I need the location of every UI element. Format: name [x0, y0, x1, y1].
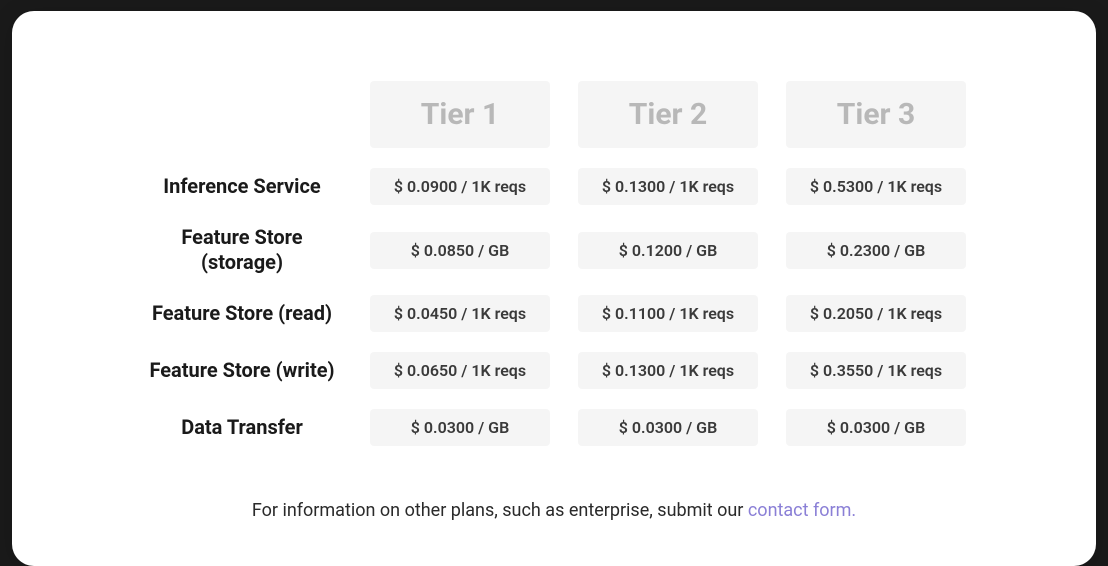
row-label-data-transfer: Data Transfer: [142, 415, 342, 440]
price-feature-write-tier1: $ 0.0650 / 1K reqs: [370, 352, 550, 389]
table-corner-empty: [142, 114, 342, 115]
price-feature-read-tier1: $ 0.0450 / 1K reqs: [370, 295, 550, 332]
row-label-feature-write: Feature Store (write): [142, 358, 342, 383]
pricing-table: Tier 1 Tier 2 Tier 3 Inference Service $…: [142, 81, 966, 446]
price-feature-storage-tier2: $ 0.1200 / GB: [578, 232, 758, 269]
tier-header-2: Tier 2: [578, 81, 758, 148]
price-data-transfer-tier3: $ 0.0300 / GB: [786, 409, 966, 446]
price-feature-storage-tier3: $ 0.2300 / GB: [786, 232, 966, 269]
tier-header-1: Tier 1: [370, 81, 550, 148]
price-feature-write-tier3: $ 0.3550 / 1K reqs: [786, 352, 966, 389]
row-label-feature-read: Feature Store (read): [142, 301, 342, 326]
footer-text: For information on other plans, such as …: [252, 500, 748, 521]
price-data-transfer-tier2: $ 0.0300 / GB: [578, 409, 758, 446]
price-feature-storage-tier1: $ 0.0850 / GB: [370, 232, 550, 269]
row-label-inference: Inference Service: [142, 174, 342, 199]
footer-note: For information on other plans, such as …: [252, 500, 856, 521]
row-label-feature-storage: Feature Store (storage): [142, 225, 342, 275]
price-inference-tier1: $ 0.0900 / 1K reqs: [370, 168, 550, 205]
price-inference-tier2: $ 0.1300 / 1K reqs: [578, 168, 758, 205]
price-feature-read-tier3: $ 0.2050 / 1K reqs: [786, 295, 966, 332]
price-data-transfer-tier1: $ 0.0300 / GB: [370, 409, 550, 446]
tier-header-3: Tier 3: [786, 81, 966, 148]
price-feature-read-tier2: $ 0.1100 / 1K reqs: [578, 295, 758, 332]
price-feature-write-tier2: $ 0.1300 / 1K reqs: [578, 352, 758, 389]
price-inference-tier3: $ 0.5300 / 1K reqs: [786, 168, 966, 205]
pricing-card: Tier 1 Tier 2 Tier 3 Inference Service $…: [12, 11, 1096, 566]
contact-form-link[interactable]: contact form.: [748, 500, 856, 521]
